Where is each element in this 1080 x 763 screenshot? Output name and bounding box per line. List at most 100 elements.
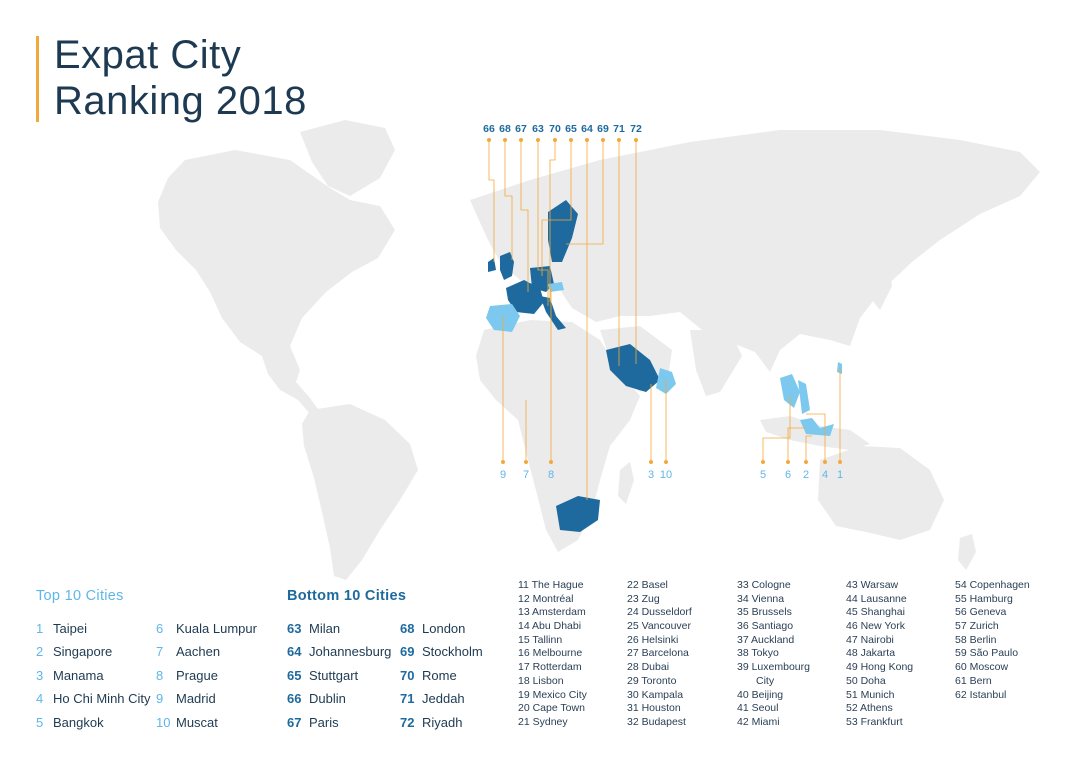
city: Aachen xyxy=(176,644,221,659)
middle-ranks-column-2: 22 Basel 23 Zug 24 Dusseldorf 25 Vancouv… xyxy=(627,579,692,730)
middle-rank-item: 60 Moscow xyxy=(955,661,1009,674)
city: Jeddah xyxy=(422,691,465,706)
japan xyxy=(872,260,892,310)
rank: 67 xyxy=(287,715,302,730)
taiwan xyxy=(837,362,842,374)
middle-rank-item: 50 Doha xyxy=(846,674,886,687)
bottom10-item: 68 London xyxy=(400,621,465,636)
middle-rank-item: 36 Santiago xyxy=(737,620,794,633)
madagascar xyxy=(618,462,634,504)
top10-item: 3 Manama xyxy=(36,668,104,683)
top10-item: 9 Madrid xyxy=(156,691,216,706)
map-label-bottom: 7 xyxy=(523,469,529,481)
saudi-arabia xyxy=(606,344,660,392)
middle-rank-item: 53 Frankfurt xyxy=(846,715,903,728)
rank: 69 xyxy=(400,644,415,659)
middle-rank-item: 15 Tallinn xyxy=(518,633,563,646)
middle-rank-item: 56 Geneva xyxy=(955,606,1007,619)
middle-rank-item: 28 Dubai xyxy=(627,661,670,674)
map-label-top: 66 xyxy=(483,123,495,135)
middle-rank-item: 44 Lausanne xyxy=(846,592,907,605)
middle-rank-item: 20 Cape Town xyxy=(518,702,585,715)
city: Madrid xyxy=(176,691,216,706)
middle-rank-item: 57 Zurich xyxy=(955,620,999,633)
map-label-top: 69 xyxy=(597,123,609,135)
city: Muscat xyxy=(176,715,218,730)
middle-rank-item: 18 Lisbon xyxy=(518,674,564,687)
middle-rank-item: 32 Budapest xyxy=(627,715,686,728)
map-label-bottom: 4 xyxy=(822,469,828,481)
middle-rank-item: 48 Jakarta xyxy=(846,647,896,660)
top10-item: 5 Bangkok xyxy=(36,715,104,730)
leader-dots xyxy=(487,138,842,464)
rank: 9 xyxy=(156,691,164,706)
rank: 71 xyxy=(400,691,415,706)
map-label-top: 71 xyxy=(613,123,625,135)
rank: 70 xyxy=(400,668,415,683)
middle-rank-item: 24 Dusseldorf xyxy=(627,606,692,619)
middle-rank-item: 43 Warsaw xyxy=(846,579,899,591)
middle-rank-item: 35 Brussels xyxy=(737,606,792,619)
middle-rank-item: 33 Cologne xyxy=(737,579,791,591)
middle-rank-item: 52 Athens xyxy=(846,702,893,715)
map-label-top: 67 xyxy=(515,123,527,135)
new-zealand xyxy=(958,534,976,570)
map-label-top: 70 xyxy=(549,123,561,135)
map-label-bottom: 3 xyxy=(648,469,654,481)
page-title: Expat City Ranking 2018 xyxy=(54,32,307,124)
middle-rank-item: 26 Helsinki xyxy=(627,633,679,646)
rank: 72 xyxy=(400,715,415,730)
middle-rank-item: 25 Vancouver xyxy=(627,620,692,633)
middle-rank-item: 31 Houston xyxy=(627,702,681,715)
bottom10-item: 72 Riyadh xyxy=(400,715,462,730)
middle-rank-item: 16 Melbourne xyxy=(518,647,583,660)
map-label-bottom: 10 xyxy=(660,469,672,481)
map-label-top: 63 xyxy=(532,123,544,135)
uk-ireland xyxy=(488,252,514,280)
bottom10-item: 71 Jeddah xyxy=(400,691,465,706)
middle-rank-item: 29 Toronto xyxy=(627,674,677,687)
middle-rank-item: 34 Vienna xyxy=(737,592,785,605)
title-line-1: Expat City xyxy=(54,33,242,77)
city: Milan xyxy=(309,621,341,636)
middle-ranks-column-3: 33 Cologne 34 Vienna 35 Brussels 36 Sant… xyxy=(737,579,810,730)
south-africa xyxy=(556,496,600,532)
bottom10-item: 69 Stockholm xyxy=(400,644,483,659)
city: Ho Chi Minh City xyxy=(53,691,151,706)
middle-rank-item: 51 Munich xyxy=(846,688,895,701)
top10-heading: Top 10 Cities xyxy=(36,588,124,604)
leader-lines xyxy=(488,140,841,500)
rank: 10 xyxy=(156,715,171,730)
thailand xyxy=(780,374,800,408)
city: Stockholm xyxy=(422,644,483,659)
bottom10-item: 70 Rome xyxy=(400,668,457,683)
middle-ranks-column-5: 54 Copenhagen 55 Hamburg 56 Geneva 57 Zu… xyxy=(955,579,1030,702)
map-top-labels: 66 68 67 63 70 65 64 69 71 72 xyxy=(483,123,642,135)
czechia xyxy=(548,282,564,292)
rank: 6 xyxy=(156,621,164,636)
title-line-2: Ranking 2018 xyxy=(54,79,307,123)
middle-rank-item: 19 Mexico City xyxy=(518,688,587,701)
city: London xyxy=(422,621,466,636)
middle-rank-item: 11 The Hague xyxy=(518,579,584,591)
map-label-top: 64 xyxy=(581,123,593,135)
rank: 3 xyxy=(36,668,44,683)
rank: 1 xyxy=(36,621,44,636)
city: Prague xyxy=(176,668,218,683)
middle-ranks-column-4: 43 Warsaw 44 Lausanne 45 Shanghai 46 New… xyxy=(846,579,913,730)
rank: 63 xyxy=(287,621,302,636)
middle-rank-item: 30 Kampala xyxy=(627,688,684,701)
india xyxy=(690,330,742,396)
continents xyxy=(158,120,1040,580)
top10-item: 2 Singapore xyxy=(36,644,112,659)
map-label-top: 72 xyxy=(630,123,642,135)
city: Bangkok xyxy=(53,715,104,730)
middle-rank-item: 39 Luxembourg xyxy=(737,661,810,674)
middle-rank-item: 12 Montréal xyxy=(518,592,574,605)
map-label-bottom: 9 xyxy=(500,469,506,481)
middle-rank-item: 22 Basel xyxy=(627,579,668,591)
bottom10-item: 65 Stuttgart xyxy=(287,668,358,683)
middle-rank-item: 13 Amsterdam xyxy=(518,606,586,619)
central-america xyxy=(262,356,320,416)
